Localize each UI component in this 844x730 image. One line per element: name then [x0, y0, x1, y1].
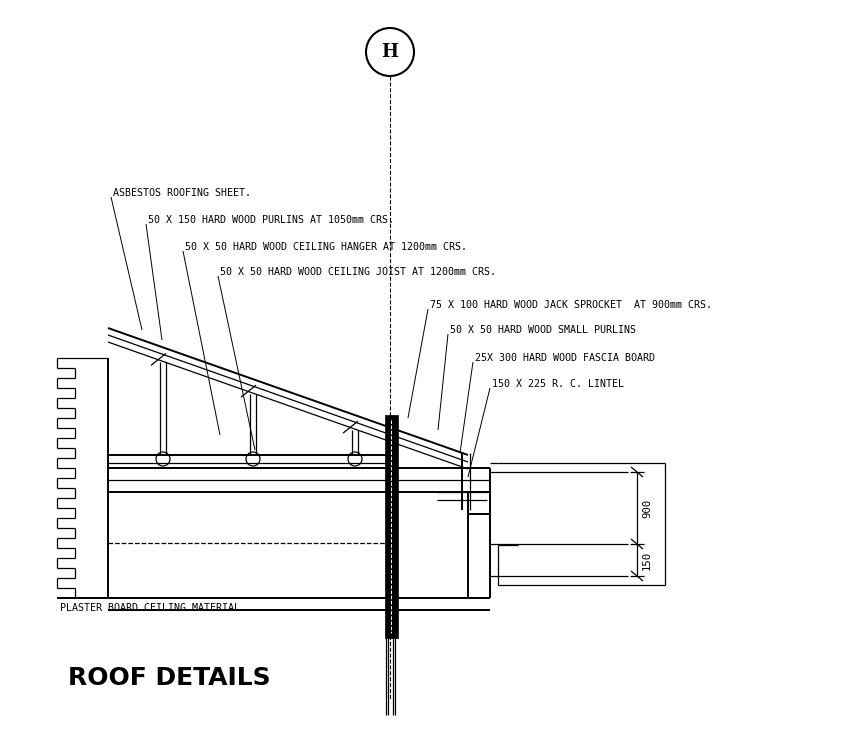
Text: 900: 900	[641, 499, 652, 518]
Text: PLASTER BOARD CEILING MATERIAL: PLASTER BOARD CEILING MATERIAL	[60, 603, 240, 613]
Bar	[385, 415, 398, 638]
Text: ROOF DETAILS: ROOF DETAILS	[68, 666, 270, 690]
Text: H: H	[381, 43, 398, 61]
Text: 50 X 50 HARD WOOD CEILING JOIST AT 1200mm CRS.: 50 X 50 HARD WOOD CEILING JOIST AT 1200m…	[219, 267, 495, 277]
Text: 25X 300 HARD WOOD FASCIA BOARD: 25X 300 HARD WOOD FASCIA BOARD	[474, 353, 654, 363]
Text: 50 X 150 HARD WOOD PURLINS AT 1050mm CRS.: 50 X 150 HARD WOOD PURLINS AT 1050mm CRS…	[148, 215, 393, 225]
Text: ASBESTOS ROOFING SHEET.: ASBESTOS ROOFING SHEET.	[113, 188, 251, 198]
Text: 50 X 50 HARD WOOD SMALL PURLINS: 50 X 50 HARD WOOD SMALL PURLINS	[450, 325, 636, 335]
Text: 75 X 100 HARD WOOD JACK SPROCKET  AT 900mm CRS.: 75 X 100 HARD WOOD JACK SPROCKET AT 900m…	[430, 300, 711, 310]
Text: 150: 150	[641, 550, 652, 569]
Text: 150 X 225 R. C. LINTEL: 150 X 225 R. C. LINTEL	[491, 379, 623, 389]
Text: 50 X 50 HARD WOOD CEILING HANGER AT 1200mm CRS.: 50 X 50 HARD WOOD CEILING HANGER AT 1200…	[185, 242, 467, 252]
